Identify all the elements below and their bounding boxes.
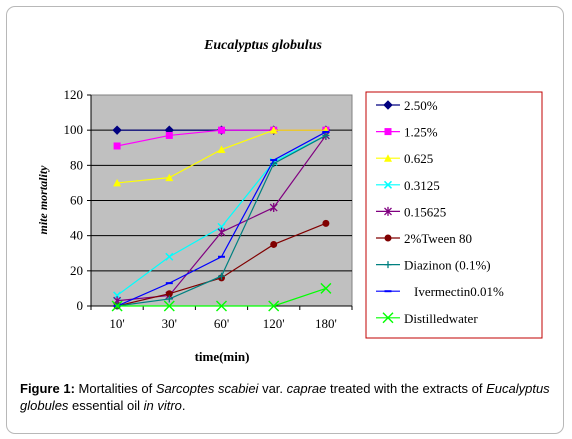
caption-text-2: var.	[258, 381, 287, 396]
legend-marker	[382, 312, 394, 324]
data-point	[217, 227, 226, 237]
series-8	[111, 282, 332, 312]
line-chart: Eucalyptus globulus 0 20 40 60 80 100 120 10' 3…	[36, 38, 543, 364]
caption-label: Figure 1:	[20, 381, 75, 396]
x-tick-label: 60'	[214, 316, 229, 331]
data-point	[163, 300, 175, 312]
data-point	[270, 240, 278, 248]
legend-item: 0.15625	[376, 204, 446, 219]
data-point	[218, 126, 225, 134]
x-tick-label: 30'	[162, 316, 177, 331]
legend-label: 2.50%	[404, 98, 438, 113]
series-group	[111, 125, 332, 312]
caption-species: Sarcoptes scabiei	[155, 381, 259, 396]
legend-marker	[384, 234, 392, 242]
data-point	[269, 126, 278, 134]
series-2	[113, 126, 330, 187]
x-tick-label: 120'	[263, 316, 285, 331]
y-axis-ticks: 0 20 40 60 80 100 120	[64, 87, 92, 313]
data-point	[112, 125, 122, 135]
data-point	[320, 282, 332, 294]
legend-label: 0.3125	[404, 178, 440, 193]
legend-label: 0.15625	[404, 204, 446, 219]
data-point	[165, 295, 173, 303]
legend-marker	[383, 180, 393, 189]
x-tick-label: 180'	[315, 316, 337, 331]
caption-plant: Eucalyptus globules	[20, 381, 550, 413]
data-point	[165, 252, 174, 261]
legend-label: 1.25%	[404, 125, 438, 140]
legend-item: Diazinon (0.1%)	[376, 258, 491, 273]
legend-label: Ivermectin0.01%	[414, 284, 504, 299]
legend-item: Distilledwater	[376, 311, 478, 326]
legend-item: 2.50%	[376, 98, 438, 113]
data-point	[113, 178, 122, 187]
data-point	[111, 300, 123, 312]
y-axis-label: mite mortality	[36, 165, 50, 235]
legend-item: Ivermectin0.01%	[376, 284, 504, 299]
legend-item: 1.25%	[376, 125, 438, 140]
data-point	[322, 219, 330, 227]
legend-box	[365, 91, 543, 339]
legend: 2.50% 1.25% 0.625 0.3125 0.15625 2%Tween 80 Di…	[376, 98, 504, 326]
legend-marker	[384, 154, 392, 162]
legend-label: 2%Tween 80	[404, 231, 472, 246]
data-point	[216, 300, 227, 312]
figure-frame	[6, 6, 564, 434]
caption-text-3: treated with the extracts of	[326, 381, 487, 396]
legend-marker	[384, 128, 392, 136]
legend-label: Diazinon (0.1%)	[404, 258, 491, 273]
caption-invitro: in vitro	[143, 398, 182, 413]
caption-text-1: Mortalities of	[74, 381, 156, 396]
data-point	[322, 131, 330, 139]
caption-text-5: .	[181, 398, 186, 413]
data-point	[113, 142, 121, 150]
legend-marker	[383, 100, 393, 110]
legend-marker	[384, 206, 392, 216]
legend-item: 0.625	[376, 151, 433, 166]
y-tick-label: 100	[64, 122, 84, 137]
data-point	[165, 173, 174, 182]
x-tick-label: 10'	[109, 316, 124, 331]
x-axis-ticks: 10' 30' 60' 120' 180'	[90, 305, 353, 331]
legend-label: 0.625	[404, 151, 433, 166]
y-tick-label: 60	[70, 193, 83, 208]
legend-marker	[384, 261, 392, 269]
data-point	[165, 290, 173, 298]
legend-label: Distilledwater	[404, 311, 478, 326]
y-tick-label: 80	[70, 157, 83, 172]
data-point	[269, 203, 278, 213]
data-point	[217, 145, 226, 154]
legend-item: 0.3125	[376, 178, 440, 193]
data-point	[165, 131, 173, 139]
x-axis-label: time(min)	[195, 349, 250, 364]
legend-item: 2%Tween 80	[376, 231, 472, 246]
data-point	[218, 272, 225, 280]
y-tick-label: 40	[70, 228, 83, 243]
data-point	[268, 300, 280, 312]
caption-variety: caprae	[286, 381, 327, 396]
y-tick-label: 0	[77, 298, 84, 313]
y-tick-label: 20	[70, 263, 83, 278]
chart-title: Eucalyptus globulus	[203, 38, 322, 53]
figure-caption: Figure 1: Mortalities of Sarcoptes scabi…	[20, 380, 560, 414]
y-tick-label: 120	[64, 87, 84, 102]
caption-text-4: essential oil	[68, 398, 144, 413]
